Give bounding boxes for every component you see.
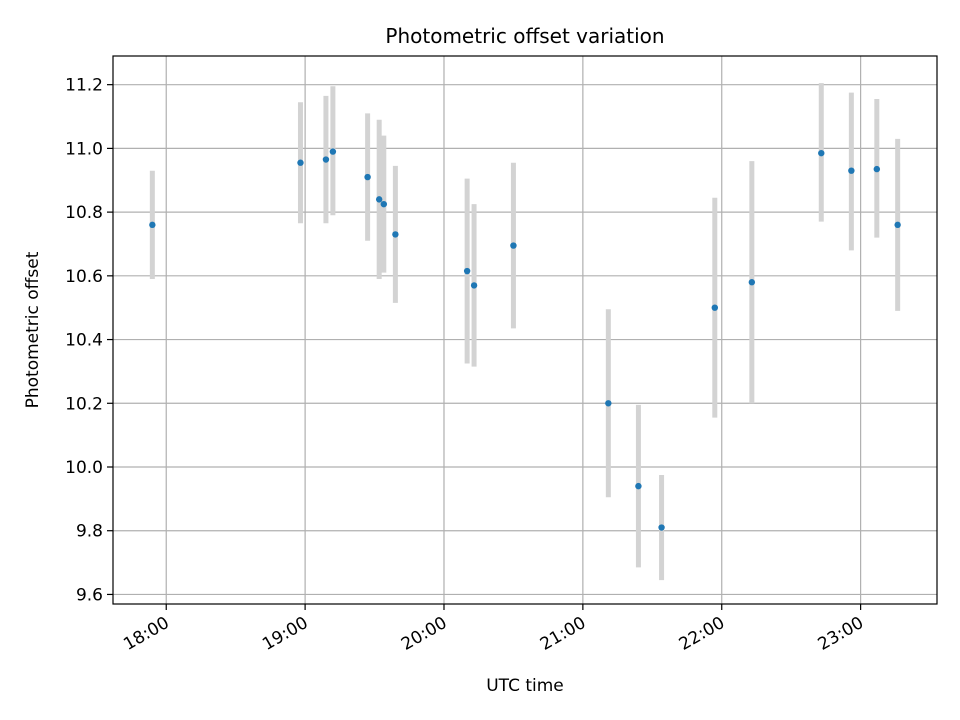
y-tick-label: 10.2: [65, 394, 103, 414]
chart-title: Photometric offset variation: [385, 24, 664, 48]
data-point: [329, 148, 337, 155]
y-axis-label: Photometric offset: [23, 251, 43, 408]
data-point: [873, 165, 881, 173]
y-tick-label: 9.6: [76, 585, 103, 605]
y-tick-label: 10.8: [65, 203, 103, 223]
data-point: [894, 221, 901, 229]
data-point: [297, 159, 304, 166]
data-point: [380, 200, 388, 208]
data-point: [635, 482, 642, 490]
y-tick-label: 11.0: [65, 139, 103, 159]
data-point: [322, 156, 330, 163]
y-tick-label: 11.2: [65, 76, 103, 96]
grid: [113, 56, 937, 604]
y-axis-ticks: 9.6 9.8 10.0 10.2 10.4 10.6 10.8 11.0 11.2: [65, 76, 113, 605]
data-point: [848, 167, 855, 174]
data-point: [470, 282, 478, 289]
plot-frame: [112, 55, 938, 605]
y-tick-label: 10.4: [65, 331, 103, 351]
x-axis-label: UTC time: [486, 676, 564, 696]
data-point: [375, 196, 383, 203]
data-point: [658, 524, 665, 531]
data-point: [748, 279, 756, 286]
data-point: [818, 149, 825, 157]
data-point: [711, 304, 718, 311]
data-point: [463, 267, 471, 275]
data-point: [364, 173, 371, 181]
data-point: [149, 221, 156, 229]
data-point: [392, 231, 399, 238]
data-point: [605, 400, 612, 407]
y-tick-label: 10.0: [65, 458, 103, 478]
data-points: [149, 148, 901, 531]
data-point: [510, 242, 517, 249]
y-tick-label: 10.6: [65, 267, 103, 287]
y-tick-label: 9.8: [76, 522, 103, 542]
